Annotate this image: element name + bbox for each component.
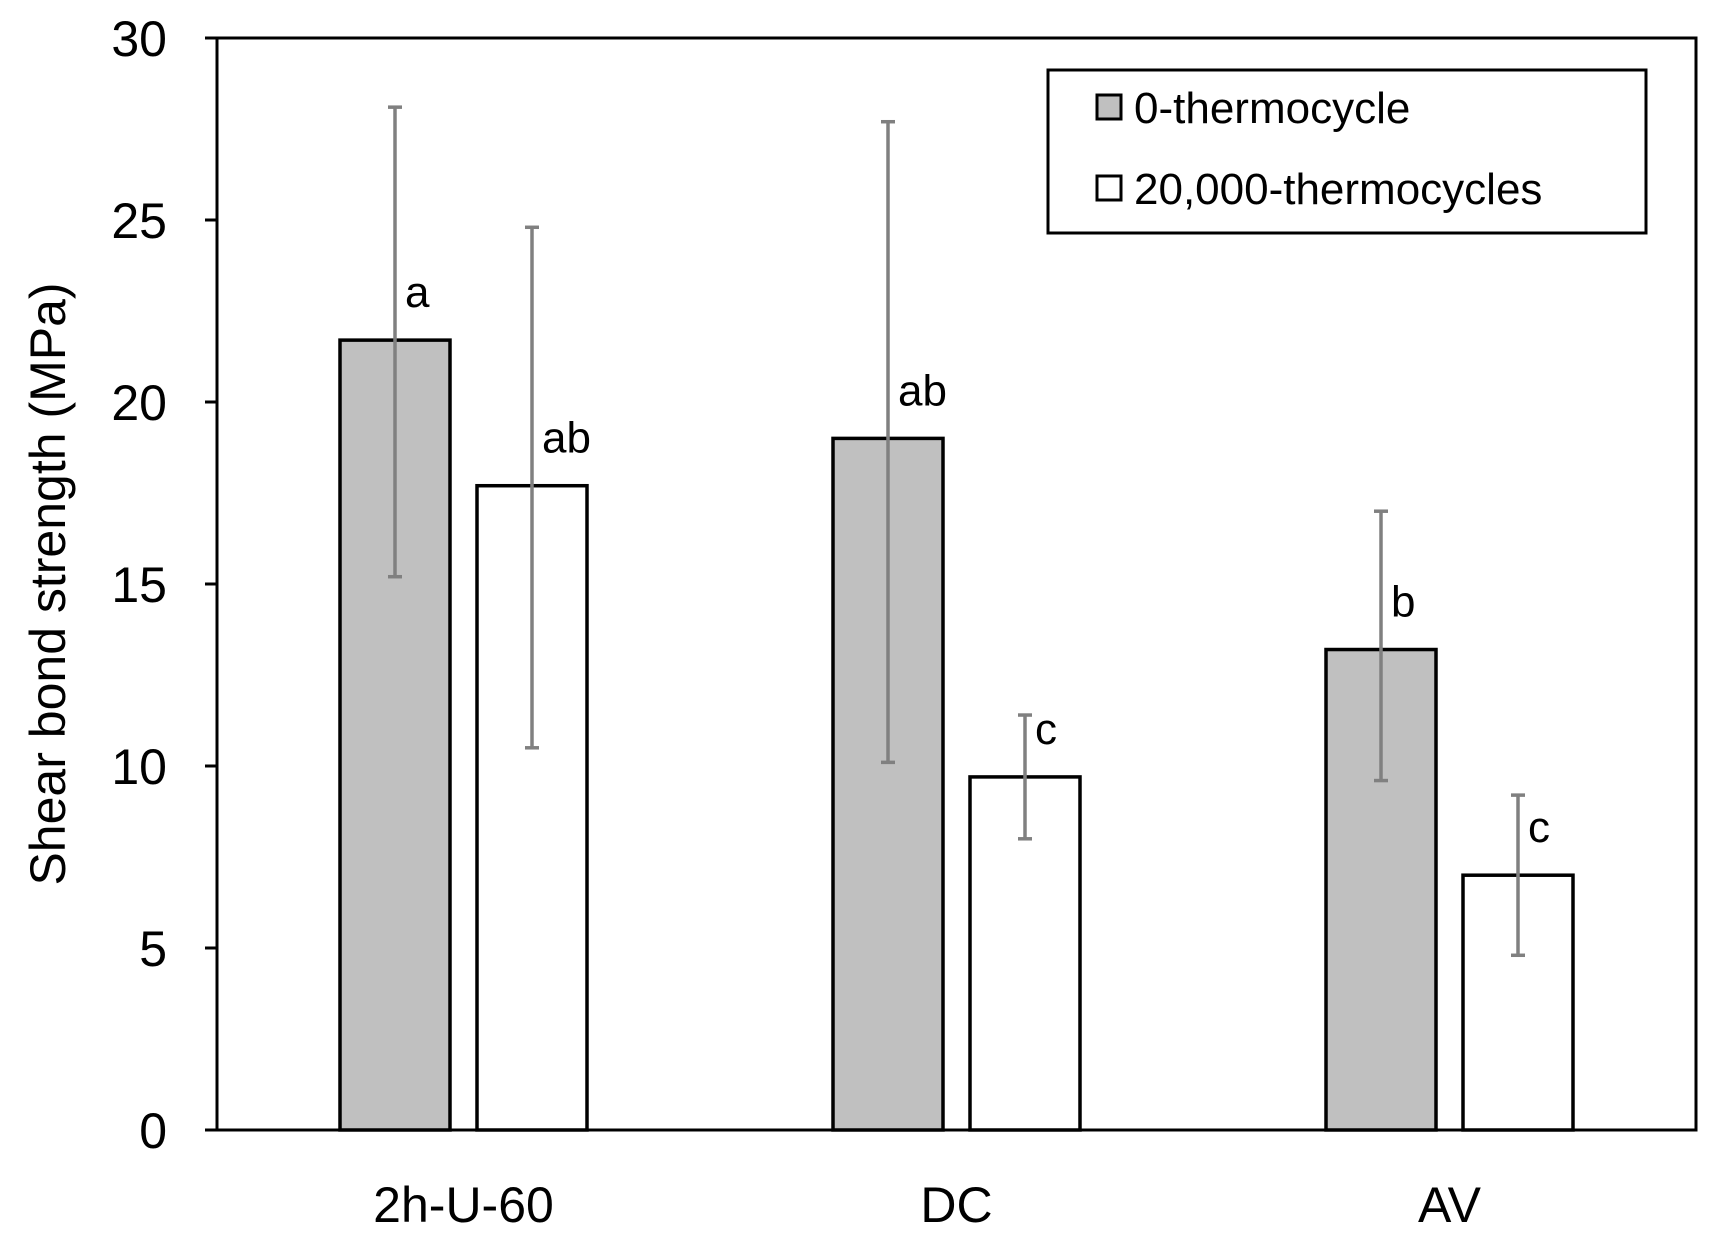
y-tick-label-10: 10: [111, 739, 167, 795]
category-label-dc: DC: [920, 1177, 992, 1233]
y-tick-label-15: 15: [111, 557, 167, 613]
legend: 0-thermocycle 20,000-thermocycles: [1046, 68, 1648, 235]
legend-swatch-20000-thermocycles: [1095, 174, 1123, 202]
x-axis: 2h-U-60 DC AV: [373, 1177, 1481, 1233]
significance-label-2h-u-60-series-1: ab: [542, 414, 591, 463]
y-tick-label-30: 30: [111, 11, 167, 67]
significance-label-av-series-1: c: [1528, 803, 1550, 852]
legend-label-0-thermocycle: 0-thermocycle: [1134, 84, 1410, 133]
significance-label-2h-u-60-series-0: a: [405, 268, 430, 317]
y-tick-label-25: 25: [111, 193, 167, 249]
y-tick-label-20: 20: [111, 375, 167, 431]
y-tick-label-0: 0: [139, 1103, 167, 1159]
y-axis-title: Shear bond strength (MPa): [20, 282, 76, 885]
significance-label-dc-series-1: c: [1035, 705, 1057, 754]
error-bars: [388, 105, 1525, 958]
significance-labels: a ab ab c b c: [405, 268, 1550, 852]
legend-label-20000-thermocycles: 20,000-thermocycles: [1134, 165, 1542, 214]
y-axis: 0 5 10 15 20 25 30: [111, 11, 217, 1159]
significance-label-av-series-0: b: [1391, 578, 1415, 627]
category-label-2h-u-60: 2h-U-60: [373, 1177, 554, 1233]
legend-swatch-0-thermocycle: [1095, 93, 1123, 121]
bar-av-series-1: [1461, 873, 1575, 1132]
significance-label-dc-series-0: ab: [898, 366, 947, 415]
legend-box: [1046, 68, 1648, 235]
y-tick-label-5: 5: [139, 921, 167, 977]
category-label-av: AV: [1418, 1177, 1482, 1233]
